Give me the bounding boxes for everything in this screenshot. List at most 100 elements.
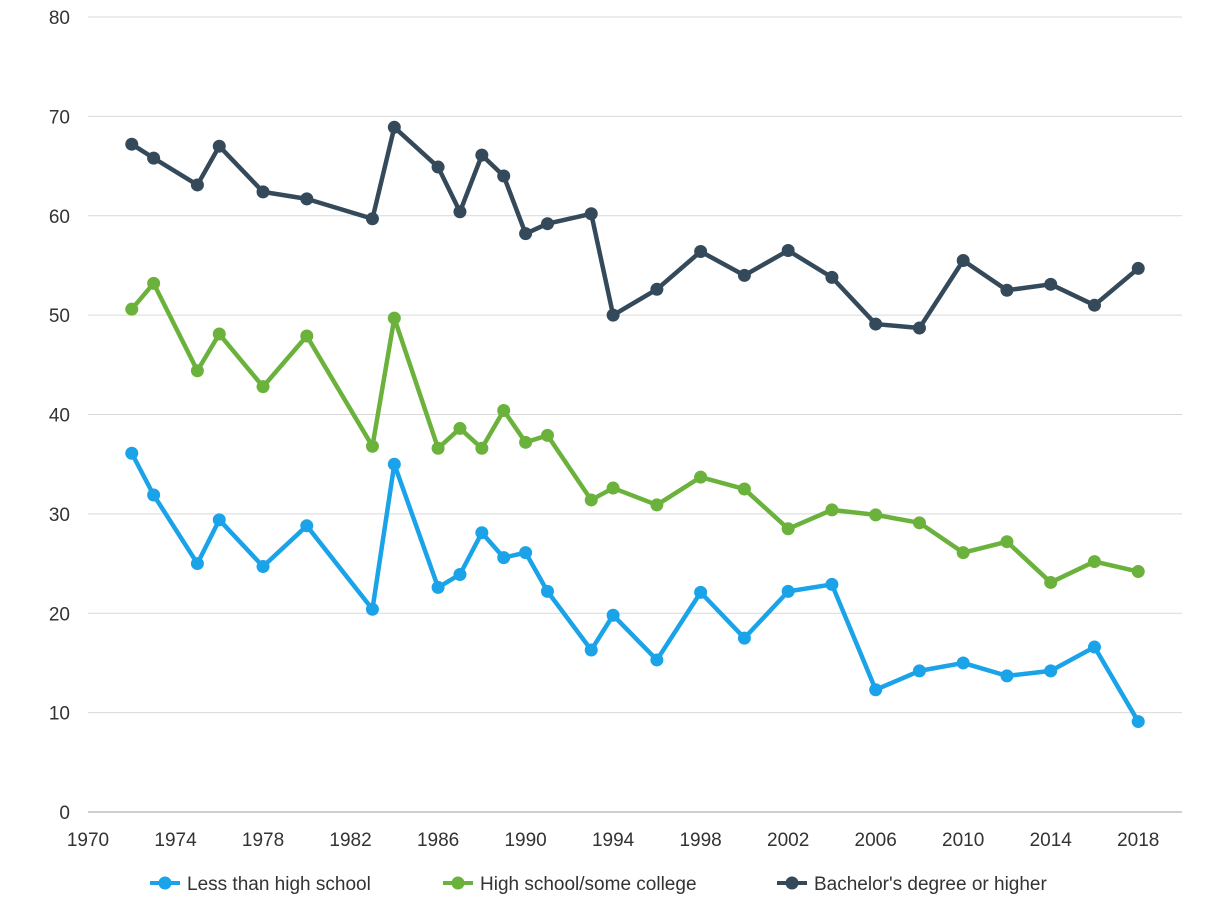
data-point (956, 656, 970, 670)
x-tick-label: 2010 (942, 830, 984, 851)
data-point (519, 435, 533, 449)
legend-swatch-marker (451, 876, 465, 890)
data-point (475, 441, 489, 455)
data-point (869, 508, 883, 522)
y-axis-tick-labels: 0 10 20 30 40 50 60 70 80 (49, 8, 70, 824)
data-point (912, 664, 926, 678)
data-point (300, 519, 314, 533)
data-point (475, 526, 489, 540)
data-point (912, 516, 926, 530)
data-point (431, 580, 445, 594)
data-point (912, 321, 926, 335)
data-point (956, 253, 970, 267)
data-point (694, 245, 708, 259)
x-tick-label: 1974 (154, 830, 197, 851)
y-tick-label: 40 (49, 406, 70, 427)
data-point (694, 585, 708, 599)
data-point (475, 148, 489, 162)
data-point (1044, 664, 1058, 678)
data-point (606, 608, 620, 622)
data-point (212, 139, 226, 153)
data-point (650, 282, 664, 296)
data-point (869, 317, 883, 331)
legend-swatch-marker (785, 876, 799, 890)
data-point (147, 151, 161, 165)
data-point (781, 244, 795, 258)
y-tick-label: 10 (49, 704, 70, 725)
legend-label: Less than high school (187, 874, 371, 895)
x-tick-label: 2006 (855, 830, 897, 851)
data-point (1087, 640, 1101, 654)
data-point (1000, 535, 1014, 549)
data-point (147, 488, 161, 502)
data-point (453, 567, 467, 581)
data-point (1000, 669, 1014, 683)
data-point (869, 683, 883, 697)
data-point (431, 160, 445, 174)
data-point (365, 439, 379, 453)
data-point (584, 493, 598, 507)
data-point (694, 470, 708, 484)
x-tick-label: 2014 (1030, 830, 1073, 851)
data-point (125, 302, 139, 316)
series-line (129, 281, 1141, 585)
data-point (1087, 298, 1101, 312)
gridlines (88, 16, 1182, 714)
data-point (497, 404, 511, 418)
data-point (1044, 277, 1058, 291)
y-tick-label: 30 (49, 505, 70, 526)
data-point (519, 227, 533, 241)
data-point (431, 441, 445, 455)
data-point (190, 178, 204, 192)
series-line (129, 125, 1141, 331)
x-tick-label: 1998 (679, 830, 721, 851)
series-group (125, 276, 1145, 589)
data-point (606, 481, 620, 495)
data-point (781, 584, 795, 598)
data-point (1000, 283, 1014, 297)
x-tick-label: 1986 (417, 830, 459, 851)
data-point (540, 584, 554, 598)
data-point (825, 577, 839, 591)
data-point (1087, 555, 1101, 569)
data-point (125, 137, 139, 151)
x-tick-label: 1978 (242, 830, 284, 851)
data-point (453, 205, 467, 219)
data-point (212, 513, 226, 527)
data-point (147, 276, 161, 290)
data-point (125, 446, 139, 460)
series-group (125, 446, 1145, 729)
data-point (256, 185, 270, 199)
data-point (300, 329, 314, 343)
data-point (540, 217, 554, 231)
data-point (497, 551, 511, 565)
x-axis-tick-labels: 1970 1974 1978 1982 1986 1990 1994 1998 2002 2006… (67, 830, 1160, 851)
data-point (365, 602, 379, 616)
data-point (453, 421, 467, 435)
series-lines (125, 120, 1145, 729)
data-point (825, 270, 839, 284)
y-tick-label: 50 (49, 306, 70, 327)
data-point (584, 207, 598, 221)
x-tick-label: 1994 (592, 830, 635, 851)
y-tick-label: 80 (49, 8, 70, 29)
x-tick-label: 1982 (329, 830, 371, 851)
data-point (650, 653, 664, 667)
data-point (497, 169, 511, 183)
data-point (256, 380, 270, 394)
x-tick-label: 1970 (67, 830, 109, 851)
data-point (540, 428, 554, 442)
legend-swatch-marker (158, 876, 172, 890)
data-point (825, 503, 839, 517)
y-tick-label: 0 (59, 803, 70, 824)
series-group (125, 120, 1145, 335)
data-point (606, 308, 620, 322)
x-tick-label: 1990 (504, 830, 546, 851)
series-line (129, 451, 1141, 724)
data-point (256, 560, 270, 574)
legend: Less than high school High school/some co… (150, 874, 1047, 895)
data-point (1131, 715, 1145, 729)
data-point (1131, 261, 1145, 275)
data-point (300, 192, 314, 206)
